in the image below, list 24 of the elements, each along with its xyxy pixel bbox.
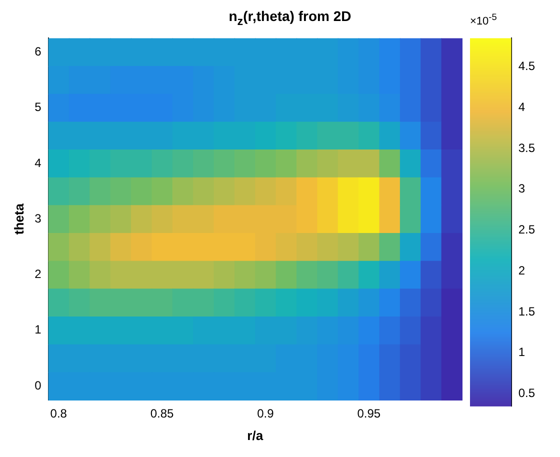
color-bar-label: 1 xyxy=(518,345,526,360)
color-bar-label: 2 xyxy=(518,263,526,278)
x-tick-label: 0.9 xyxy=(257,406,274,421)
y-tick-label: 2 xyxy=(34,267,42,282)
y-tick-label: 6 xyxy=(34,44,42,58)
chart-title: n$_{z}$(r,theta) from 2D xyxy=(228,8,352,28)
y-tick-label: 4 xyxy=(34,156,42,170)
color-bar-label: 1.5 xyxy=(518,304,536,318)
y-tick-label: 1 xyxy=(34,322,42,337)
color-bar-label: 3 xyxy=(518,182,526,196)
x-axis-title: r/a xyxy=(247,428,264,443)
y-tick-label: 0 xyxy=(34,378,42,392)
color-bar-label: 4 xyxy=(518,100,526,114)
y-axis-title: theta xyxy=(11,202,26,235)
y-tick-label: 3 xyxy=(34,211,42,226)
x-tick-label: 0.8 xyxy=(50,406,68,421)
color-bar-label: 3.5 xyxy=(518,140,536,155)
color-bar-title: ×10$^{-5}$ xyxy=(470,12,497,28)
x-tick-label: 0.95 xyxy=(357,406,381,421)
y-tick-label: 5 xyxy=(34,100,42,114)
x-tick-label: 0.85 xyxy=(150,406,174,421)
color-bar-label: 4.5 xyxy=(518,59,536,74)
color-bar-label: 0.5 xyxy=(518,386,536,400)
color-bar-label: 2.5 xyxy=(518,222,536,237)
